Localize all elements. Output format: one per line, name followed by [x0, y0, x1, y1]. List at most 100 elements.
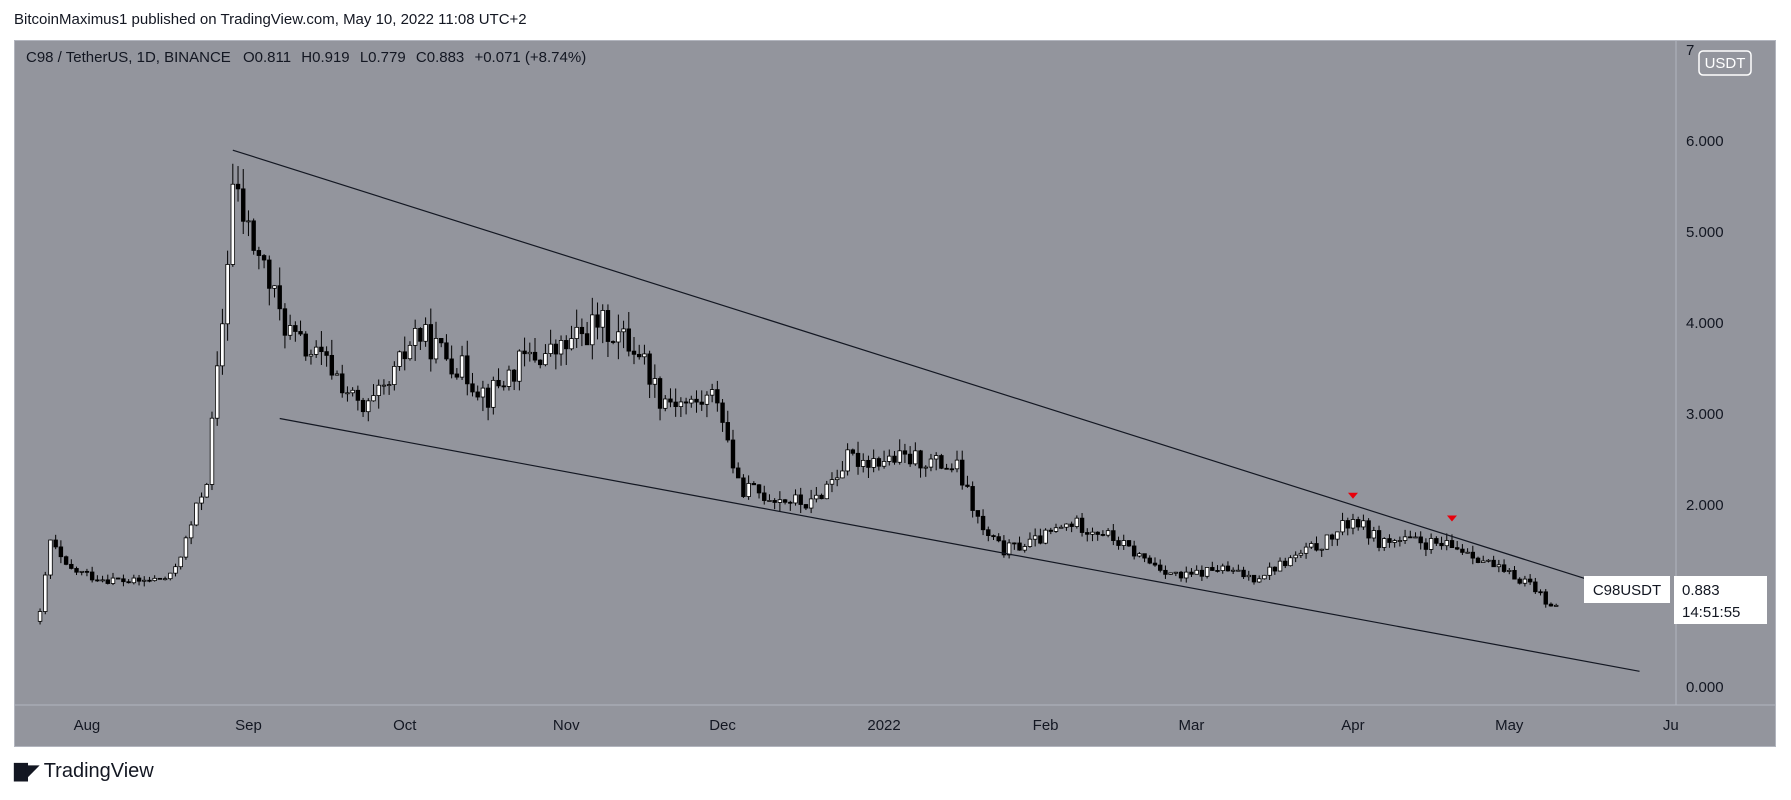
- candle-body: [777, 499, 783, 503]
- candle-body: [418, 328, 423, 342]
- x-tick-label: Mar: [1179, 717, 1205, 734]
- candle-body: [376, 384, 381, 396]
- legend-change: +0.071 (+8.74%): [474, 49, 586, 66]
- candle-body: [1444, 540, 1449, 547]
- candle-body: [1001, 540, 1007, 556]
- candle-body: [1538, 591, 1543, 594]
- candle-body: [350, 389, 355, 394]
- candle-body: [261, 255, 267, 261]
- candle-body: [277, 285, 282, 310]
- candle-body: [319, 346, 324, 353]
- candle-body: [63, 556, 69, 565]
- candle-body: [1491, 559, 1496, 568]
- candle-body: [689, 398, 694, 404]
- candle-body: [439, 338, 444, 344]
- x-tick-label: May: [1495, 717, 1524, 734]
- candle-body: [1481, 560, 1486, 563]
- candle-body: [861, 459, 866, 467]
- legend-low-value: 0.779: [368, 49, 406, 66]
- candle-body: [720, 402, 725, 423]
- candle-body: [1204, 567, 1210, 577]
- candle-body: [308, 353, 314, 357]
- candle-body: [1512, 570, 1517, 580]
- candle-body: [491, 379, 496, 408]
- price-tag-countdown: 14:51:55: [1682, 604, 1740, 621]
- candle-body: [558, 340, 564, 355]
- candle-body: [887, 455, 892, 462]
- candle-body: [48, 539, 53, 576]
- candle-body: [1335, 531, 1340, 540]
- candle-body: [74, 568, 79, 573]
- candle-body: [996, 536, 1001, 542]
- candle-body: [1413, 536, 1418, 539]
- candle-body: [188, 524, 194, 539]
- candle-body: [965, 484, 970, 487]
- candle-body: [1142, 553, 1147, 559]
- candle-body: [37, 611, 43, 622]
- candle-body: [230, 183, 236, 265]
- candle-body: [1225, 565, 1231, 572]
- candle-body: [694, 398, 699, 403]
- candle-body: [1449, 540, 1455, 549]
- candle-body: [1100, 534, 1106, 536]
- currency-button[interactable]: USDT: [1698, 50, 1752, 76]
- chart-panel[interactable]: [14, 40, 1776, 747]
- candle-body: [95, 579, 100, 582]
- candle-body: [402, 351, 407, 360]
- candle-body: [1309, 543, 1314, 548]
- candle-body: [569, 338, 574, 350]
- candle-body: [89, 571, 95, 581]
- candle-body: [199, 496, 204, 504]
- candle-body: [1465, 551, 1470, 554]
- candle-body: [178, 556, 183, 568]
- candle-body: [1059, 526, 1064, 529]
- candle-body: [246, 220, 251, 223]
- candle-body: [1027, 538, 1033, 547]
- candle-body: [767, 500, 772, 502]
- candle-body: [105, 579, 110, 584]
- candle-body: [69, 563, 74, 569]
- candle-body: [1090, 531, 1095, 535]
- tradingview-logo[interactable]: ▇◤ TradingView: [14, 760, 154, 783]
- candle-body: [220, 323, 225, 367]
- legend-low-label: L: [360, 49, 368, 66]
- candle-body: [282, 308, 288, 336]
- candlestick-series: [37, 163, 1559, 625]
- candle-body: [267, 259, 272, 289]
- candle-body: [798, 494, 803, 505]
- candle-body: [183, 537, 189, 558]
- candle-body: [1173, 571, 1179, 574]
- lower-support-trendline: [279, 417, 1640, 672]
- candle-body: [1371, 530, 1377, 539]
- candle-body: [621, 328, 626, 333]
- candle-body: [980, 515, 986, 531]
- marker-layer: [1347, 492, 1457, 522]
- candle-body: [584, 333, 590, 346]
- candle-body: [788, 501, 793, 504]
- candle-body: [272, 285, 277, 289]
- candle-body: [1131, 545, 1137, 557]
- currency-label: USDT: [1705, 55, 1746, 72]
- time-axis: Aug Sep Oct Nov Dec 2022 Feb Mar Apr May Ju: [14, 704, 1776, 734]
- candle-body: [1475, 557, 1481, 563]
- candle-body: [522, 350, 527, 355]
- candle-body: [683, 401, 689, 404]
- candle-body: [298, 331, 303, 335]
- candle-body: [600, 310, 605, 328]
- candle-body: [960, 459, 965, 486]
- candle-body: [548, 343, 553, 354]
- candle-body: [673, 401, 678, 408]
- candle-body: [1163, 569, 1168, 575]
- candle-body: [116, 577, 121, 580]
- candle-body: [1361, 520, 1366, 528]
- candle-body: [808, 498, 814, 509]
- upper-resistance-trendline: [232, 149, 1640, 597]
- candle-body: [480, 387, 486, 398]
- trendline-layer: [232, 149, 1640, 672]
- chart-legend: C98 / TetherUS, 1D, BINANCE O0.811 H0.91…: [26, 49, 586, 66]
- candle-body: [100, 579, 105, 582]
- candle-body: [126, 581, 131, 584]
- candle-body: [194, 502, 199, 526]
